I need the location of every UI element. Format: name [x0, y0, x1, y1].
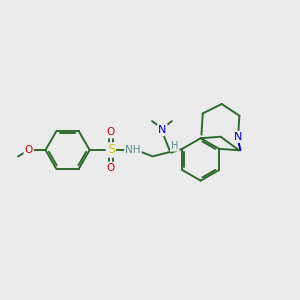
Text: O: O — [107, 127, 115, 137]
Text: S: S — [107, 143, 115, 157]
Text: O: O — [107, 163, 115, 173]
Text: NH: NH — [125, 145, 141, 155]
Text: O: O — [25, 145, 33, 155]
Text: N: N — [234, 132, 242, 142]
Text: H: H — [171, 141, 178, 151]
Text: N: N — [158, 125, 166, 135]
